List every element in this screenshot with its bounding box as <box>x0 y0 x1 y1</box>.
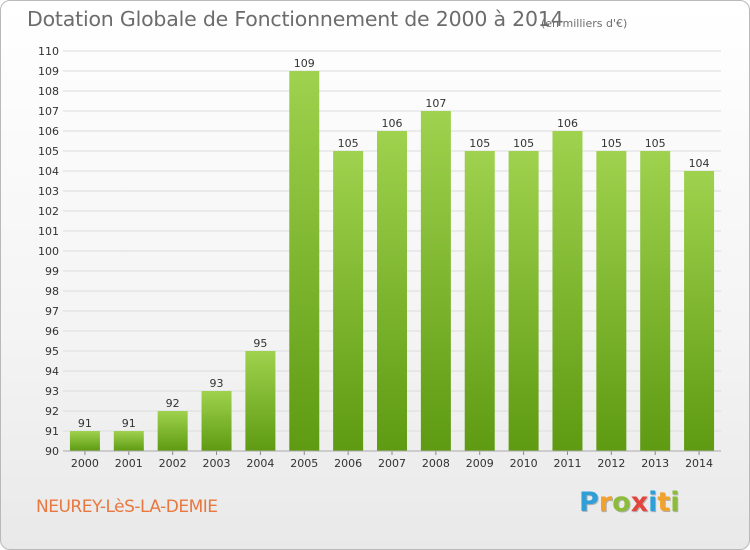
y-tick-label: 99 <box>45 265 59 278</box>
bar-2004 <box>245 351 276 451</box>
y-tick-label: 103 <box>38 185 59 198</box>
logo-letter: o <box>612 487 631 518</box>
data-label-2004: 95 <box>253 337 267 350</box>
x-tick-label-2013: 2013 <box>641 457 669 470</box>
y-axis-ticks: 90 91 92 93 94 95 96 97 98 99 100 101 102 103 104 105 10… <box>38 45 59 458</box>
chart-unit: (en milliers d'€) <box>541 17 628 30</box>
bar-2011 <box>552 131 583 451</box>
y-tick-label: 100 <box>38 245 59 258</box>
y-tick-label: 108 <box>38 85 59 98</box>
proxiti-logo[interactable]: Proxiti <box>579 487 680 518</box>
x-tick-label-2010: 2010 <box>510 457 538 470</box>
bars <box>69 71 715 451</box>
x-tick-label-2001: 2001 <box>115 457 143 470</box>
y-tick-label: 95 <box>45 345 59 358</box>
x-tick-label-2005: 2005 <box>290 457 318 470</box>
data-label-2003: 93 <box>210 377 224 390</box>
bar-2005 <box>289 71 320 451</box>
data-label-2007: 106 <box>382 117 403 130</box>
bar-2006 <box>333 151 364 451</box>
y-tick-label: 104 <box>38 165 59 178</box>
bar-2002 <box>157 411 188 451</box>
bar-2014 <box>684 171 715 451</box>
x-tick-label-2000: 2000 <box>71 457 99 470</box>
data-label-2000: 91 <box>78 417 92 430</box>
y-tick-label: 98 <box>45 285 59 298</box>
logo-letter: x <box>630 487 649 518</box>
y-tick-label: 93 <box>45 385 59 398</box>
bar-2001 <box>113 431 144 451</box>
data-label-2002: 92 <box>166 397 180 410</box>
logo-letter: t <box>657 487 671 518</box>
data-label-2011: 106 <box>557 117 578 130</box>
x-tick-label-2003: 2003 <box>203 457 231 470</box>
x-tick-label-2014: 2014 <box>685 457 713 470</box>
bar-2000 <box>69 431 100 451</box>
data-label-2005: 109 <box>294 57 315 70</box>
y-tick-label: 92 <box>45 405 59 418</box>
x-tick-label-2009: 2009 <box>466 457 494 470</box>
bar-2010 <box>508 151 539 451</box>
y-tick-label: 107 <box>38 105 59 118</box>
data-label-2006: 105 <box>338 137 359 150</box>
bar-2013 <box>640 151 671 451</box>
bar-2008 <box>420 111 451 451</box>
logo-letter: r <box>598 487 613 518</box>
data-label-2001: 91 <box>122 417 136 430</box>
x-tick-label-2012: 2012 <box>597 457 625 470</box>
x-tick-label-2011: 2011 <box>553 457 581 470</box>
y-tick-label: 96 <box>45 325 59 338</box>
y-tick-label: 102 <box>38 205 59 218</box>
x-tick-label-2002: 2002 <box>159 457 187 470</box>
x-tick-label-2004: 2004 <box>246 457 274 470</box>
x-tick-label-2006: 2006 <box>334 457 362 470</box>
data-label-2008: 107 <box>425 97 446 110</box>
data-label-2012: 105 <box>601 137 622 150</box>
y-tick-label: 109 <box>38 65 59 78</box>
logo-letter: i <box>670 487 680 518</box>
logo-letter: P <box>579 487 599 518</box>
data-label-2009: 105 <box>469 137 490 150</box>
logo-letter: i <box>648 487 658 518</box>
bar-2009 <box>464 151 495 451</box>
data-label-2010: 105 <box>513 137 534 150</box>
y-tick-label: 91 <box>45 425 59 438</box>
y-tick-label: 97 <box>45 305 59 318</box>
bar-2007 <box>377 131 407 451</box>
x-axis-ticks: 2000 2001 2002 2003 2004 2005 2006 2007 2008 2009… <box>71 451 713 470</box>
chart-title: Dotation Globale de Fonctionnement de 20… <box>27 7 564 31</box>
data-label-2013: 105 <box>645 137 666 150</box>
y-tick-label: 94 <box>45 365 59 378</box>
y-tick-label: 106 <box>38 125 59 138</box>
y-tick-label: 90 <box>45 445 59 458</box>
y-tick-label: 110 <box>38 45 59 58</box>
y-tick-label: 101 <box>38 225 59 238</box>
bar-2012 <box>596 151 627 451</box>
y-tick-label: 105 <box>38 145 59 158</box>
commune-name: NEUREY-LèS-LA-DEMIE <box>36 497 218 517</box>
data-labels: 91 91 92 93 95 109 105 106 107 105 105 106 105 105 104 <box>78 57 710 430</box>
x-tick-label-2007: 2007 <box>378 457 406 470</box>
bar-2003 <box>201 391 232 451</box>
data-label-2014: 104 <box>689 157 710 170</box>
x-tick-label-2008: 2008 <box>422 457 450 470</box>
